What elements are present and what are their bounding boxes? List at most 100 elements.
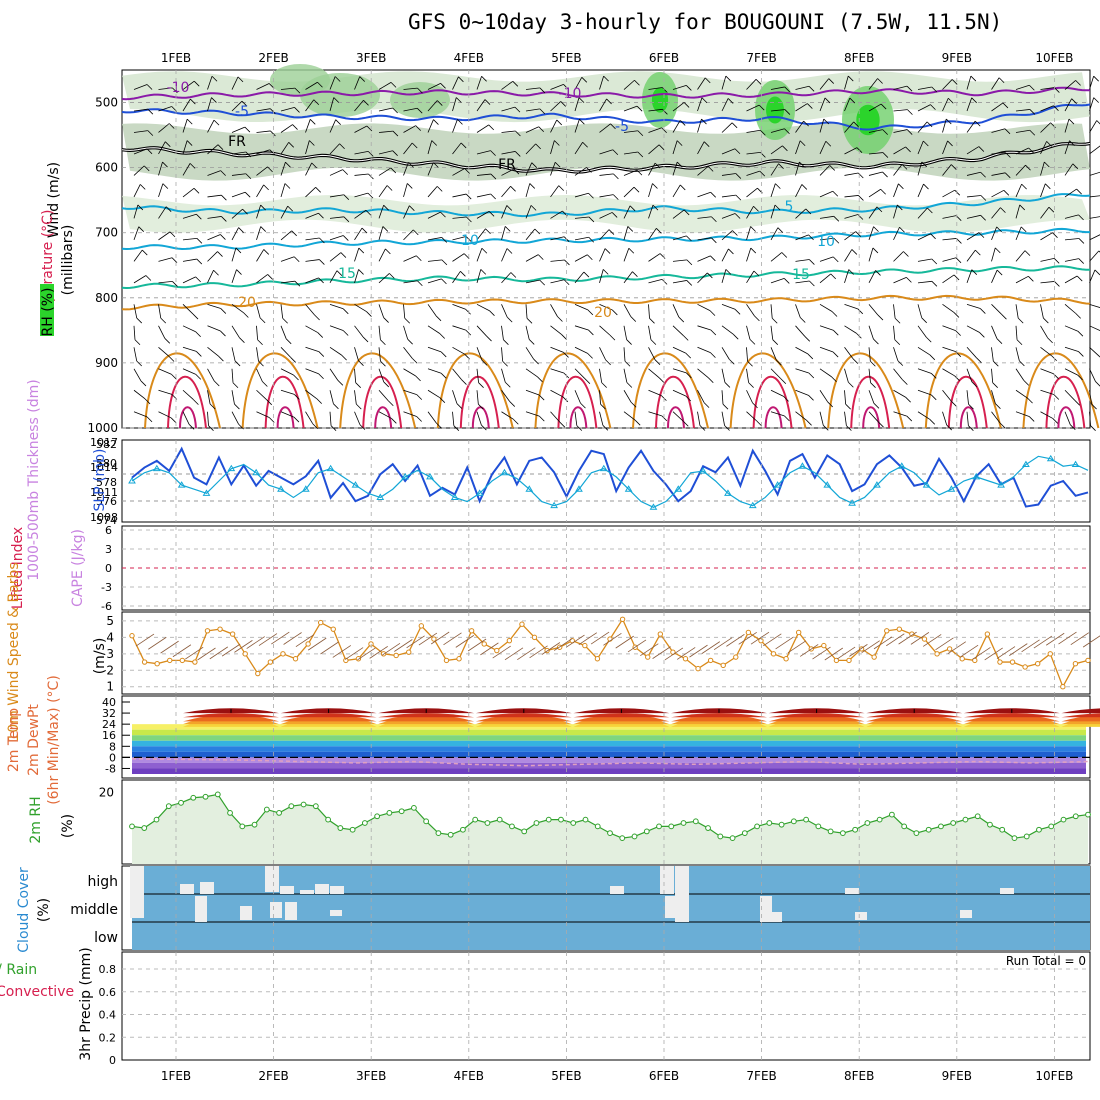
warm-contour-25: [241, 352, 319, 429]
wind-barb-flag: [894, 317, 901, 324]
warm-contour-25: [729, 352, 807, 429]
wind-barb: [427, 162, 434, 176]
wind-barb: [354, 390, 357, 405]
wind-barb-flag: [584, 378, 591, 384]
precip-tick-label: 0.6: [99, 986, 117, 999]
wind-barb-flag: [727, 98, 734, 104]
surface-wind-barb: [394, 639, 413, 652]
wind-barb: [917, 368, 932, 374]
wind-barb-flag: [1016, 339, 1023, 346]
wind-barb: [329, 235, 344, 241]
wind-barb-flag: [954, 375, 960, 382]
wind-barb-flag: [851, 249, 858, 255]
rh-point: [754, 823, 760, 830]
wind-speed-point: [443, 657, 450, 664]
day-label-bottom: 6FEB: [649, 1069, 679, 1083]
wind-barb: [1064, 304, 1076, 314]
wind-barb-flag: [601, 382, 607, 388]
cloud-cover-bar: [330, 910, 342, 916]
wind-barb-flag: [1068, 118, 1075, 125]
wind-speed-point: [494, 647, 500, 654]
wind-barb: [133, 275, 147, 284]
wind-barb-flag: [263, 184, 269, 191]
wind-barb-flag: [583, 271, 590, 278]
wind-barb-flag: [931, 281, 938, 287]
wind-barb: [1089, 216, 1100, 219]
wind-barb-flag: [587, 254, 593, 261]
warm-contour-25: [534, 352, 612, 429]
rh-shading-band: [122, 194, 1090, 233]
surface-wind-barb: [824, 647, 844, 661]
wind-barb: [231, 100, 243, 112]
wind-barb: [893, 277, 907, 284]
wind-barb-flag: [316, 398, 322, 404]
surface-wind-barb: [1058, 631, 1077, 645]
wind-barb: [1040, 411, 1053, 419]
wind-barb: [1089, 195, 1100, 198]
wind-barb: [599, 194, 614, 198]
wind-barb-flag: [465, 308, 471, 315]
wind-barb: [966, 249, 976, 262]
wind-barb: [231, 191, 246, 198]
wind-barb: [329, 303, 344, 310]
wind-barb: [207, 234, 221, 241]
wind-barb-flag: [236, 269, 242, 275]
wind-barb: [403, 411, 417, 417]
rh-tick-label: 20: [99, 786, 114, 800]
wind-barb-flag: [285, 338, 292, 345]
wind-barb-flag: [506, 316, 513, 323]
wind-barb: [133, 226, 140, 241]
wind-barb-flag: [825, 140, 832, 147]
day-label-bottom: 7FEB: [746, 1069, 776, 1083]
wind-barb: [819, 118, 825, 133]
wind-barb: [868, 152, 883, 155]
wind-barb-flag: [728, 358, 735, 365]
wind-barb-flag: [411, 142, 418, 149]
wind-barb-flag: [238, 423, 244, 430]
wind-barb: [1040, 206, 1050, 219]
rh-point: [913, 830, 920, 836]
wind-barb: [770, 145, 783, 155]
wind-barb: [623, 226, 629, 240]
wind-barb-flag: [906, 277, 912, 283]
wind-barb: [1089, 346, 1100, 358]
wind-barb-flag: [724, 382, 731, 388]
pressure-tick-label: 500: [95, 96, 118, 110]
wind-barb: [819, 165, 831, 176]
wind-barb-flag: [502, 360, 508, 367]
wind-barb-flag: [144, 398, 151, 405]
wind-barb-flag: [661, 279, 668, 285]
rh-point: [509, 823, 515, 830]
rh-core-blob: [856, 104, 880, 136]
wind-barb-flag: [172, 87, 178, 94]
wind-barb-flag: [168, 356, 175, 362]
wind-barb: [207, 325, 221, 332]
thickness-point: [1046, 454, 1055, 462]
wind-barb-flag: [515, 130, 521, 137]
wind-barb-flag: [809, 259, 815, 265]
wind-barb: [476, 193, 491, 198]
wind-barb: [991, 368, 994, 383]
wind-barb: [599, 248, 606, 262]
wind-barb-flag: [775, 183, 781, 189]
wind-barb: [1064, 368, 1078, 376]
wind-barb-flag: [753, 270, 760, 277]
wind-barb: [697, 303, 711, 311]
wind-barb-flag: [245, 151, 252, 158]
wind-barb: [623, 169, 638, 176]
wind-barb: [427, 368, 442, 374]
wind-speed-point: [946, 646, 953, 652]
wind-barb: [868, 103, 882, 112]
wind-barb-flag: [1094, 269, 1100, 276]
wind-barb-flag: [480, 269, 487, 275]
rh-point: [129, 823, 135, 830]
cloud-cover-bar: [845, 888, 859, 894]
wind-barb: [893, 129, 908, 133]
wind-barb: [648, 304, 650, 319]
wind-barb: [378, 205, 385, 219]
wind-barb-flag: [262, 381, 268, 387]
wind-barb-flag: [437, 100, 443, 106]
wind-barb: [721, 325, 734, 335]
dewpt-ylabel: 2m DewPt: [26, 704, 42, 776]
wind-barb-flag: [832, 190, 839, 197]
